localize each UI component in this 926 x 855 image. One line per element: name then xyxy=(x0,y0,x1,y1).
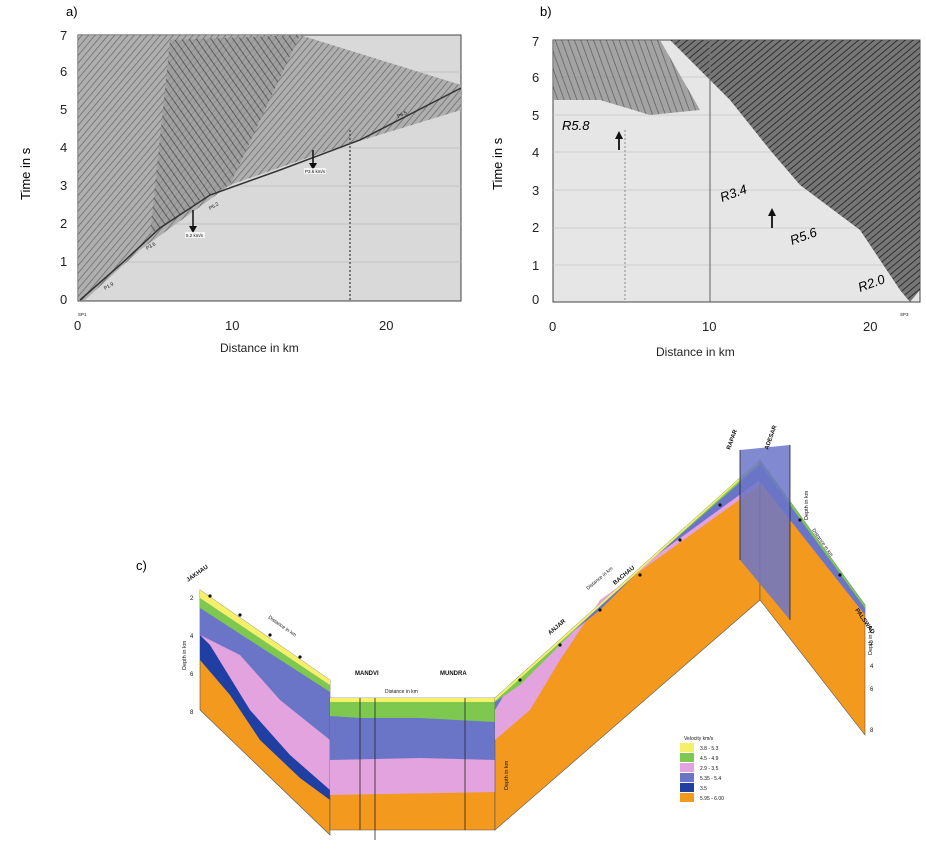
panel-c-shotpoints xyxy=(208,503,842,682)
panel-c-figure: c) xyxy=(136,424,876,840)
depth-label-center: Depth in km xyxy=(504,760,510,790)
panel-a-ylabel: Time in s xyxy=(18,147,33,200)
panel-a-ytick-2: 2 xyxy=(60,216,67,231)
panel-a-wavefield-dense xyxy=(150,35,300,235)
panel-a-ytick-0: 0 xyxy=(60,292,67,307)
panel-b-ytick-1: 1 xyxy=(532,258,539,273)
legend-label-3: 2.9 - 3.5 xyxy=(700,766,719,772)
panel-b-xticks: 0 10 20 xyxy=(549,319,877,334)
depth-tick-w-4: 4 xyxy=(190,634,194,640)
velocity-legend: Velocity km/s 3.8 - 5.3 4.5 - 4.9 2.9 - … xyxy=(680,736,724,802)
legend-swatch-1 xyxy=(680,743,694,752)
place-jakhau: JAKHAU xyxy=(186,564,210,583)
panel-a-ytick-1: 1 xyxy=(60,254,67,269)
panel-b-arrow-2 xyxy=(768,208,776,228)
panel-a-xtick-1: 10 xyxy=(225,318,239,333)
panel-a-xticks: 0 10 20 xyxy=(74,318,393,333)
panel-a-ytick-7: 7 xyxy=(60,28,67,43)
panel-a-ytick-4: 4 xyxy=(60,140,67,155)
legend-label-4: 5.35 - 5.4 xyxy=(700,776,721,782)
panel-a-arrow-1-label: 5.2 km/s xyxy=(186,233,204,238)
place-rapar: RAPAR xyxy=(726,428,739,450)
panel-a-arrow-2-label: P3.6 km/s xyxy=(305,169,326,174)
depth-tick-e-4: 4 xyxy=(870,664,874,670)
panel-a-xtick-0: 0 xyxy=(74,318,81,333)
panel-b-xtick-2: 20 xyxy=(863,319,877,334)
depth-label-west: Depth in km xyxy=(182,640,188,670)
depth-label-northeast: Depth in km xyxy=(804,490,810,520)
panel-b-phase-1: R5.8 xyxy=(562,118,590,133)
panel-b-xtick-0: 0 xyxy=(549,319,556,334)
legend-label-5: 3.5 xyxy=(700,786,707,792)
legend-swatch-4 xyxy=(680,773,694,782)
panel-b-wavefield-left xyxy=(553,40,700,115)
panel-b: b) R5.8 R3.4 R5.6 R2.0 SP3 0 1 2 3 4 xyxy=(470,0,926,370)
panel-a-ytick-6: 6 xyxy=(60,64,67,79)
panel-b-arrow-1 xyxy=(615,131,623,150)
panel-b-ytick-6: 6 xyxy=(532,70,539,85)
panel-b-wavefield-right xyxy=(553,40,920,302)
panel-b-yticks: 0 1 2 3 4 5 6 7 xyxy=(532,34,539,307)
legend-label-2: 4.5 - 4.9 xyxy=(700,756,719,762)
legend-swatch-3 xyxy=(680,763,694,772)
place-anjar: ANJAR xyxy=(547,618,567,636)
distance-label-east: Distance in km xyxy=(585,566,614,592)
panel-a-yticks: 0 1 2 3 4 5 6 7 xyxy=(60,28,67,307)
legend-label-1: 3.8 - 5.3 xyxy=(700,746,719,752)
panel-a-first-arrival xyxy=(79,87,462,301)
panel-a-phase-2: P3.6 xyxy=(145,241,157,251)
panel-c-section-center xyxy=(329,697,496,840)
panel-c-section-west xyxy=(199,589,331,836)
panel-a-label: a) xyxy=(66,4,78,19)
panel-a-xtick-2: 20 xyxy=(379,318,393,333)
legend-swatch-5 xyxy=(680,783,694,792)
panel-c-depth-axes: Depth in km Depth in km Depth in km Dept… xyxy=(182,490,874,790)
depth-tick-e-8: 8 xyxy=(870,728,874,734)
panel-b-ytick-5: 5 xyxy=(532,108,539,123)
legend-label-6: 5.95 - 6.00 xyxy=(700,796,724,802)
place-mandvi: MANDVI xyxy=(355,671,379,677)
panel-b-label: b) xyxy=(540,4,552,19)
panel-a: a) P1.9 P3.6 P5.2 P6.5 5.2 km/s xyxy=(0,0,470,370)
depth-tick-w-8: 8 xyxy=(190,710,194,716)
panel-a-ytick-5: 5 xyxy=(60,102,67,117)
panel-b-ytick-4: 4 xyxy=(532,145,539,160)
depth-tick-e-6: 6 xyxy=(870,687,874,693)
place-mundra: MUNDRA xyxy=(440,671,467,677)
panel-a-phase-3: P5.2 xyxy=(208,201,220,211)
panel-a-ytick-3: 3 xyxy=(60,178,67,193)
panel-b-ytick-0: 0 xyxy=(532,292,539,307)
panel-c: c) xyxy=(0,410,926,850)
panel-b-xtick-1: 10 xyxy=(702,319,716,334)
panel-a-figure: a) P1.9 P3.6 P5.2 P6.5 5.2 km/s xyxy=(18,4,462,355)
panel-b-ylabel: Time in s xyxy=(490,137,505,190)
depth-tick-w-6: 6 xyxy=(190,672,194,678)
panel-a-arrow-1: 5.2 km/s xyxy=(185,210,205,238)
panel-a-phase-1: P1.9 xyxy=(103,281,115,291)
panel-a-sp-label: SP1 xyxy=(78,312,87,317)
legend-swatch-2 xyxy=(680,753,694,762)
depth-label-east: Depth in km xyxy=(868,625,874,655)
panel-c-depth-ticks: 2 4 6 8 2 4 6 8 xyxy=(190,596,874,734)
legend-title: Velocity km/s xyxy=(684,736,714,742)
panel-b-sp-label: SP3 xyxy=(900,312,909,317)
panel-b-ytick-7: 7 xyxy=(532,34,539,49)
depth-tick-e-2: 2 xyxy=(870,641,874,647)
panel-b-ytick-2: 2 xyxy=(532,220,539,235)
depth-tick-w-2: 2 xyxy=(190,596,194,602)
panel-b-ytick-3: 3 xyxy=(532,183,539,198)
distance-label-center: Distance in km xyxy=(385,689,418,695)
panel-b-xlabel: Distance in km xyxy=(656,345,735,359)
panel-c-label: c) xyxy=(136,558,147,573)
panel-a-phase-4: P6.5 xyxy=(396,110,408,120)
panel-a-xlabel: Distance in km xyxy=(220,341,299,355)
panel-a-arrow-2: P3.6 km/s xyxy=(304,150,326,174)
panel-b-figure: b) R5.8 R3.4 R5.6 R2.0 SP3 0 1 2 3 4 xyxy=(490,4,921,359)
legend-swatch-6 xyxy=(680,793,694,802)
panel-c-section-east xyxy=(494,459,761,831)
panel-c-section-northeast xyxy=(739,445,866,736)
